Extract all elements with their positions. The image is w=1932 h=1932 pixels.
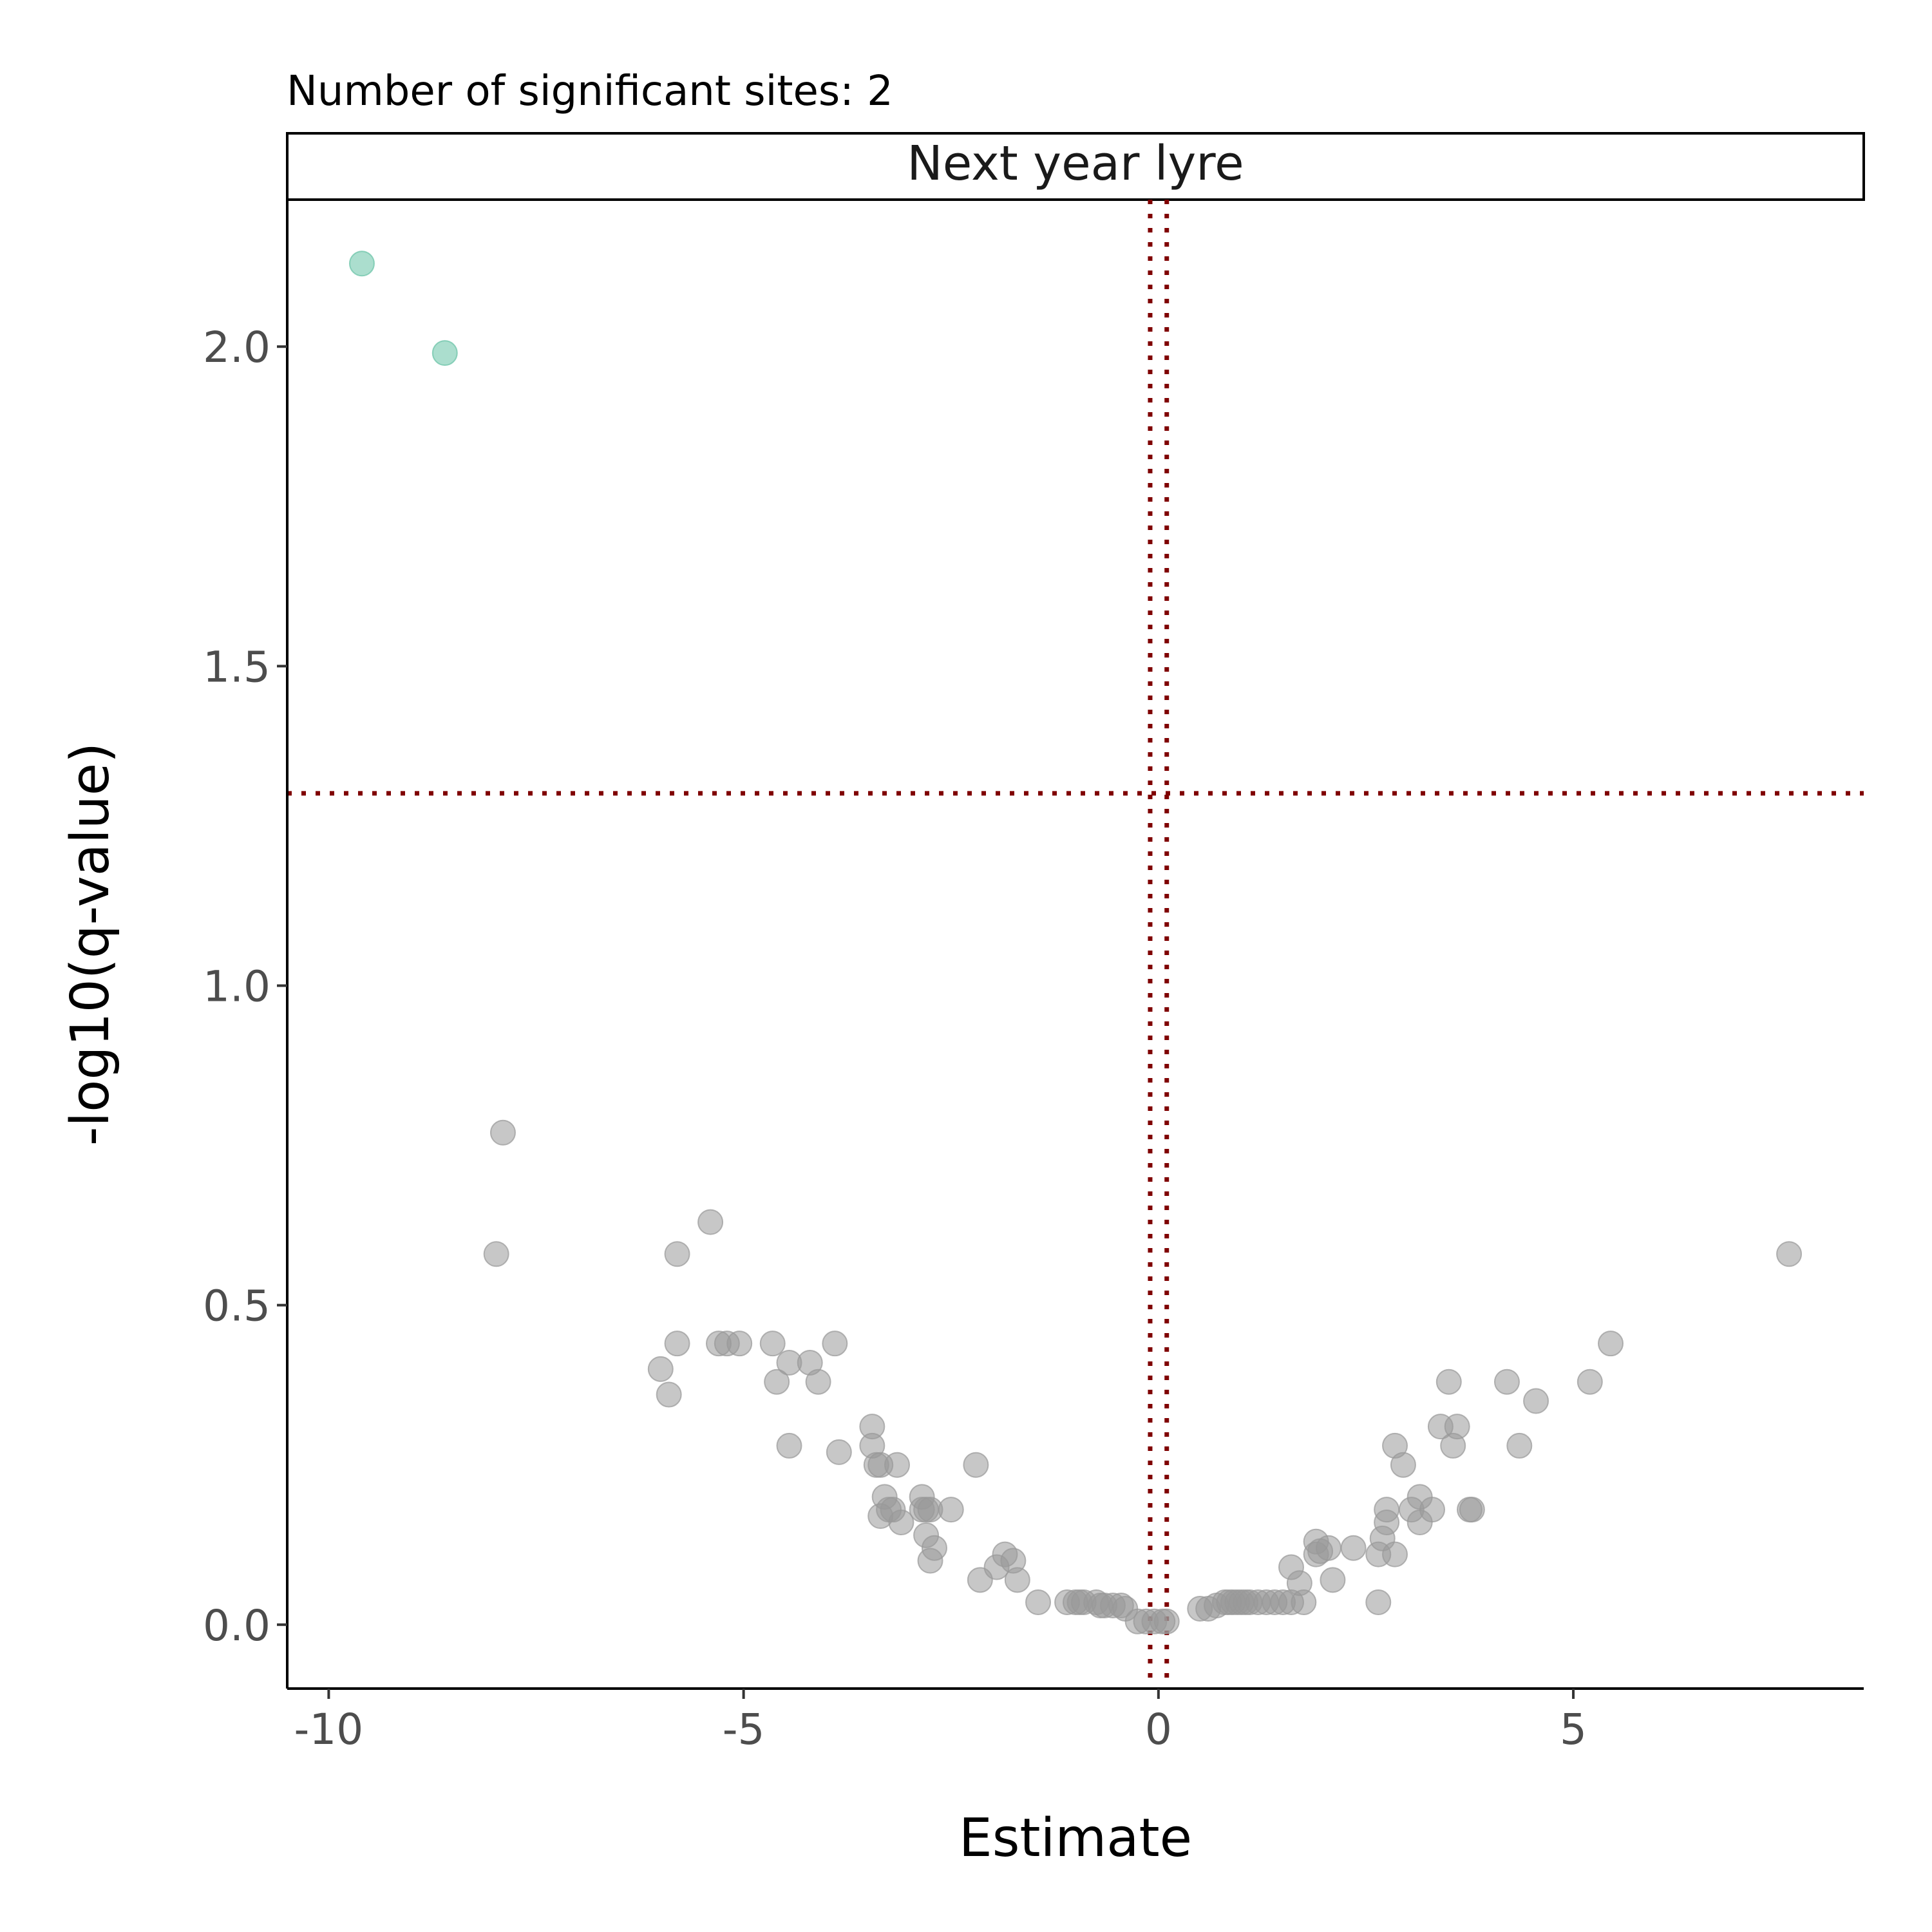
- non-significant-point: [1320, 1567, 1346, 1593]
- non-significant-point: [1444, 1414, 1470, 1440]
- y-tick-label: 2.0: [203, 323, 270, 372]
- non-significant-point: [664, 1331, 690, 1357]
- x-axis-title: Estimate: [959, 1808, 1192, 1869]
- non-significant-point: [776, 1432, 802, 1459]
- non-significant-point: [1523, 1388, 1549, 1414]
- non-significant-point: [1776, 1241, 1803, 1267]
- non-significant-point: [1382, 1541, 1408, 1567]
- non-significant-point: [888, 1510, 914, 1536]
- x-tick-label: 5: [1560, 1705, 1587, 1754]
- non-significant-point: [826, 1439, 852, 1465]
- non-significant-point: [1365, 1589, 1392, 1616]
- non-significant-point: [1435, 1368, 1462, 1395]
- non-significant-point: [726, 1331, 753, 1357]
- non-significant-point: [805, 1368, 831, 1395]
- reference-lines: [287, 200, 1864, 1689]
- non-significant-point: [1315, 1535, 1341, 1561]
- chart-subtitle: Number of significant sites: 2: [287, 68, 893, 115]
- significant-point: [431, 340, 458, 366]
- non-significant-point: [1598, 1331, 1624, 1357]
- non-significant-point: [764, 1368, 790, 1395]
- non-significant-point: [759, 1331, 786, 1357]
- data-points: [348, 251, 1803, 1634]
- non-significant-point: [938, 1497, 964, 1523]
- non-significant-point: [1340, 1535, 1367, 1561]
- x-tick-label: -5: [723, 1705, 765, 1754]
- x-tick-label: 0: [1145, 1705, 1172, 1754]
- non-significant-point: [647, 1356, 674, 1382]
- non-significant-point: [1459, 1497, 1485, 1523]
- non-significant-point: [963, 1452, 989, 1478]
- non-significant-point: [1004, 1567, 1030, 1593]
- non-significant-point: [1153, 1608, 1180, 1634]
- facet-strip: Next year lyre: [286, 132, 1865, 201]
- non-significant-point: [664, 1241, 690, 1267]
- non-significant-point: [1025, 1589, 1052, 1616]
- plot-panel: -10 -5 0 5 0.0 0.5 1.0 1.5 2.0: [203, 200, 1864, 1754]
- non-significant-point: [917, 1548, 943, 1574]
- non-significant-point: [697, 1209, 724, 1235]
- non-significant-point: [489, 1119, 516, 1146]
- x-axis-ticks: -10 -5 0 5: [294, 1689, 1587, 1754]
- non-significant-point: [656, 1381, 682, 1408]
- non-significant-point: [884, 1452, 910, 1478]
- y-tick-label: 0.5: [203, 1282, 270, 1331]
- y-tick-label: 1.5: [203, 642, 270, 692]
- y-axis-ticks: 0.0 0.5 1.0 1.5 2.0: [203, 323, 287, 1651]
- non-significant-point: [1374, 1497, 1400, 1523]
- non-significant-point: [1286, 1570, 1312, 1596]
- non-significant-point: [483, 1241, 509, 1267]
- non-significant-point: [1493, 1368, 1520, 1395]
- x-tick-label: -10: [294, 1705, 364, 1754]
- non-significant-point: [1390, 1452, 1416, 1478]
- facet-strip-box: [286, 132, 1865, 201]
- non-significant-point: [1419, 1497, 1446, 1523]
- non-significant-point: [1506, 1432, 1533, 1459]
- non-significant-point: [822, 1331, 848, 1357]
- non-significant-point: [1577, 1368, 1603, 1395]
- facet-strip-label: Next year lyre: [907, 136, 1244, 191]
- y-axis-title: -log10(q-value): [60, 743, 121, 1146]
- y-tick-label: 1.0: [203, 961, 270, 1011]
- y-tick-label: 0.0: [203, 1601, 270, 1651]
- significant-point: [348, 251, 375, 277]
